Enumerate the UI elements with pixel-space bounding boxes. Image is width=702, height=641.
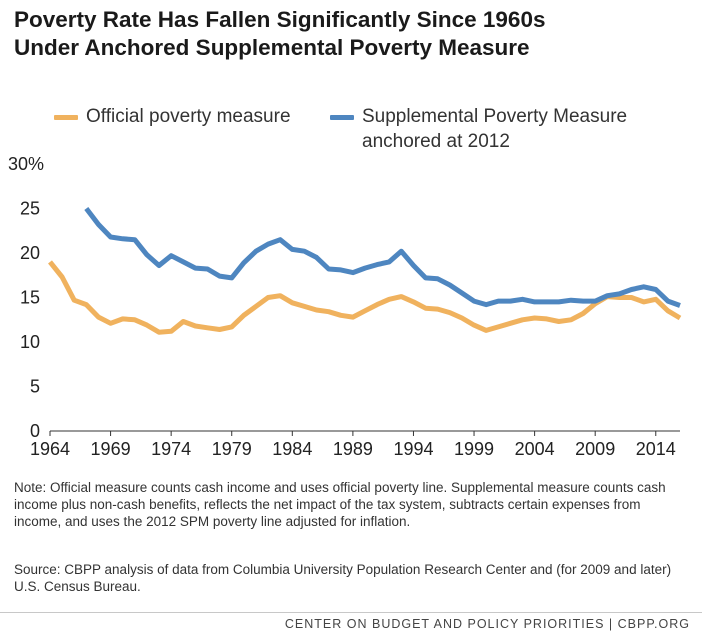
y-tick-label: 25 (20, 199, 40, 219)
footer-credit: CENTER ON BUDGET AND POLICY PRIORITIES |… (284, 617, 690, 631)
x-tick-label: 1964 (30, 439, 70, 459)
y-tick-label: 30% (8, 154, 44, 174)
series-line-spm (84, 206, 681, 308)
x-tick-label: 1999 (454, 439, 494, 459)
x-tick-label: 1969 (91, 439, 131, 459)
y-tick-label: 10 (20, 332, 40, 352)
x-tick-label: 2004 (515, 439, 555, 459)
legend-swatch-spm (330, 115, 354, 120)
x-tick-label: 1989 (333, 439, 373, 459)
x-tick-label: 1974 (151, 439, 191, 459)
legend-spm: Supplemental Poverty Measure anchored at… (330, 104, 627, 154)
x-tick-label: 2009 (575, 439, 615, 459)
y-tick-label: 15 (20, 288, 40, 308)
chart-source: Source: CBPP analysis of data from Colum… (14, 562, 672, 594)
series-line-official (48, 260, 682, 335)
x-tick-label: 1984 (272, 439, 312, 459)
line-chart: 0 5 10 15 20 25 30% 1964 1969 1974 1979 1984 1989 199… (8, 154, 682, 459)
x-tick-label: 1979 (212, 439, 252, 459)
footer-divider (0, 612, 702, 613)
y-tick-label: 20 (20, 243, 40, 263)
legend-official: Official poverty measure (54, 104, 291, 129)
legend-label-official: Official poverty measure (86, 106, 291, 127)
chart-title-line-2: Under Anchored Supplemental Poverty Meas… (14, 35, 530, 60)
chart-title-line-1: Poverty Rate Has Fallen Significantly Si… (14, 7, 546, 32)
chart-title: Poverty Rate Has Fallen Significantly Si… (14, 6, 694, 62)
chart-note: Note: Official measure counts cash incom… (14, 480, 666, 529)
x-tick-label: 2014 (636, 439, 676, 459)
legend-swatch-official (54, 115, 78, 120)
legend-label-spm-line-1: Supplemental Poverty Measure (362, 106, 628, 127)
y-tick-label: 5 (30, 377, 40, 397)
y-tick-label: 0 (30, 421, 40, 441)
x-tick-label: 1994 (393, 439, 433, 459)
legend-label-spm-line-2: anchored at 2012 (362, 131, 510, 152)
